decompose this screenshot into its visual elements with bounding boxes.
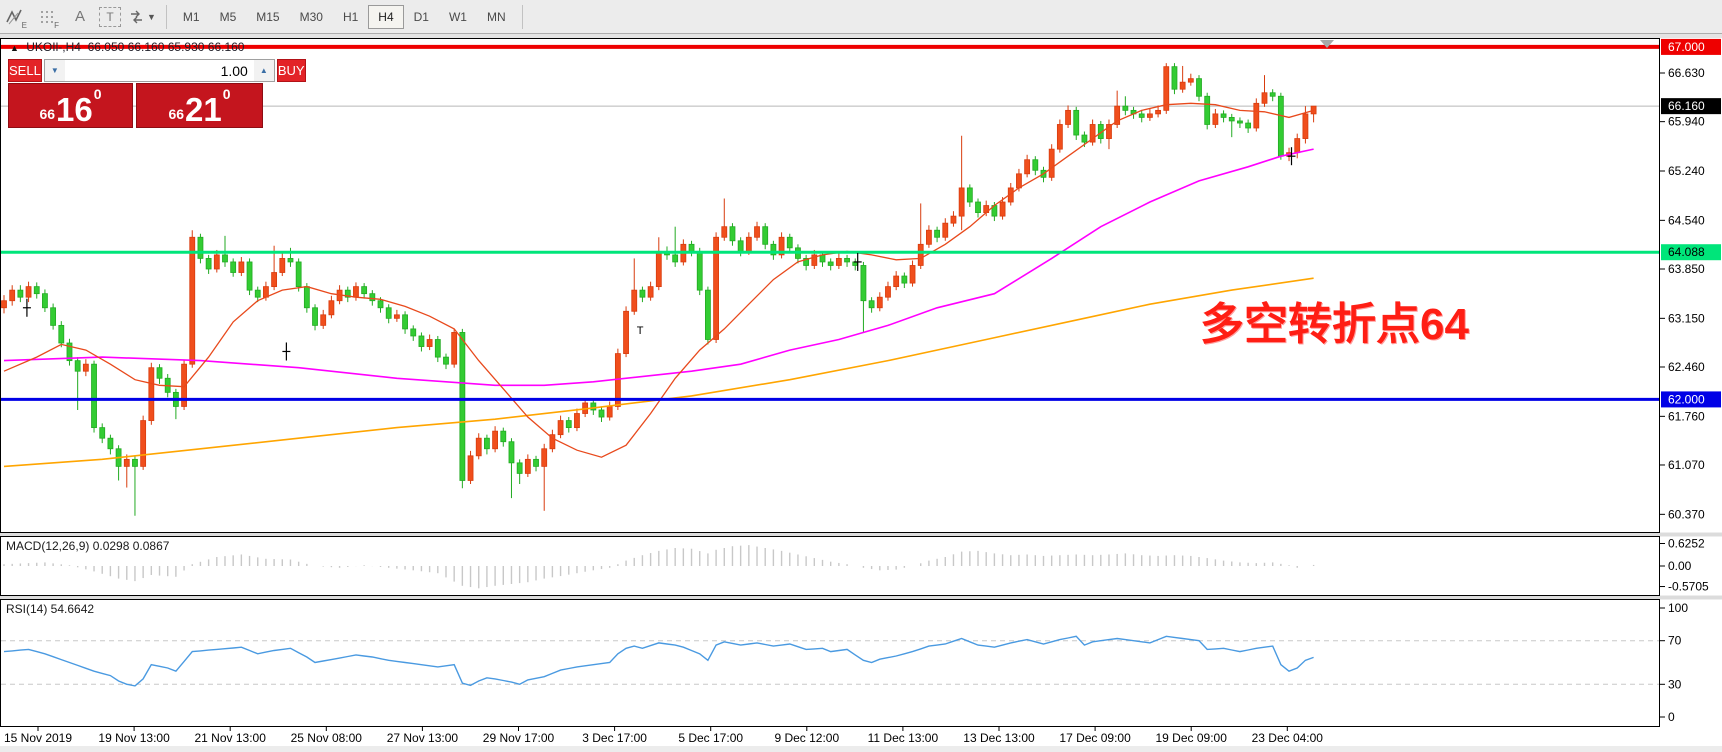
ohlc-high: 66.160	[127, 40, 165, 54]
sell-button[interactable]: SELL	[8, 59, 42, 82]
timeframe-button-W1[interactable]: W1	[448, 9, 467, 24]
svg-text:61.070: 61.070	[1668, 458, 1705, 472]
svg-text:0.00: 0.00	[1668, 559, 1692, 573]
svg-text:17 Dec 09:00: 17 Dec 09:00	[1059, 731, 1131, 745]
ohlc-close: 66.160	[207, 40, 245, 54]
svg-text:64.540: 64.540	[1668, 213, 1705, 227]
ohlc-low: 65.930	[167, 40, 205, 54]
svg-text:64.088: 64.088	[1668, 245, 1705, 259]
svg-text:62.000: 62.000	[1668, 392, 1705, 406]
label-a-icon[interactable]: A	[74, 8, 85, 25]
svg-text:23 Dec 04:00: 23 Dec 04:00	[1252, 731, 1324, 745]
svg-text:30: 30	[1668, 677, 1682, 691]
svg-text:63.150: 63.150	[1668, 311, 1705, 325]
rsi-label: RSI(14) 54.6642	[6, 602, 95, 616]
volume-input[interactable]	[64, 60, 254, 81]
svg-text:-0.5705: -0.5705	[1668, 580, 1709, 594]
timeframe-button-M15[interactable]: M15	[256, 9, 280, 24]
svg-text:62.460: 62.460	[1668, 360, 1705, 374]
svg-text:100: 100	[1668, 601, 1688, 615]
symbol-triangle-icon: ▲	[10, 43, 19, 53]
timeframe-button-M30[interactable]: M30	[299, 9, 323, 24]
svg-text:67.000: 67.000	[1668, 40, 1705, 54]
svg-text:66.630: 66.630	[1668, 66, 1705, 80]
macd-panel	[3, 545, 1315, 589]
rsi-line	[3, 635, 1314, 687]
svg-text:13 Dec 13:00: 13 Dec 13:00	[963, 731, 1035, 745]
svg-text:9 Dec 12:00: 9 Dec 12:00	[774, 731, 839, 745]
svg-text:0.6252: 0.6252	[1668, 536, 1705, 550]
svg-text:5 Dec 17:00: 5 Dec 17:00	[678, 731, 743, 745]
volume-increase-button[interactable]: ▲	[253, 60, 274, 81]
indicators-icon[interactable]: E	[3, 4, 29, 30]
ohlc-open: 66.050	[87, 40, 125, 54]
svg-text:65.940: 65.940	[1668, 115, 1705, 129]
arrange-arrows-icon[interactable]: ▼	[127, 4, 157, 30]
toolbar: E F A T ▼ M1 M5 M15 M30 H1 H4 D1 W1 MN	[0, 0, 1722, 34]
svg-text:63.850: 63.850	[1668, 262, 1705, 276]
svg-text:0: 0	[1668, 710, 1675, 724]
svg-text:T: T	[637, 325, 644, 337]
svg-text:66.160: 66.160	[1668, 99, 1705, 113]
timeframe-button-M1[interactable]: M1	[182, 9, 200, 24]
buy-price-box[interactable]: 66 21 0	[136, 83, 263, 128]
svg-text:29 Nov 17:00: 29 Nov 17:00	[483, 731, 555, 745]
objects-grid-icon[interactable]: F	[35, 4, 61, 30]
toolbar-separator	[521, 4, 523, 29]
toolbar-separator	[165, 4, 167, 29]
timeframe-button-M5[interactable]: M5	[219, 9, 237, 24]
buy-button[interactable]: BUY	[276, 59, 306, 82]
timeframe-button-H4[interactable]: H4	[368, 4, 404, 29]
one-click-trade-panel: SELL ▼ ▲ BUY 66 16 0 66 21 0	[8, 59, 306, 128]
sell-price-box[interactable]: 66 16 0	[8, 83, 133, 128]
volume-decrease-button[interactable]: ▼	[44, 60, 65, 81]
svg-text:25 Nov 08:00: 25 Nov 08:00	[291, 731, 363, 745]
macd-label: MACD(12,26,9) 0.0298 0.0867	[6, 539, 170, 553]
chart-annotation: 多空转折点64	[1200, 300, 1469, 349]
svg-text:61.760: 61.760	[1668, 409, 1705, 423]
svg-text:19 Nov 13:00: 19 Nov 13:00	[98, 731, 170, 745]
svg-text:19 Dec 09:00: 19 Dec 09:00	[1156, 731, 1228, 745]
dropdown-caret-icon[interactable]: ▼	[147, 11, 156, 22]
svg-text:11 Dec 13:00: 11 Dec 13:00	[868, 731, 939, 745]
timeframe-button-D1[interactable]: D1	[413, 9, 429, 24]
timeframe-group: M1 M5 M15 M30 H1 H4 D1 W1 MN	[173, 4, 516, 29]
volume-spinner: ▼ ▲	[43, 59, 275, 82]
chart-shift-marker	[1320, 40, 1334, 48]
svg-text:65.240: 65.240	[1668, 164, 1705, 178]
symbol-period: UKOIl-,H4	[26, 40, 81, 54]
text-box-icon[interactable]: T	[99, 6, 121, 27]
candlestick-series	[1, 63, 1317, 516]
svg-text:60.370: 60.370	[1668, 507, 1705, 521]
svg-text:15 Nov 2019: 15 Nov 2019	[4, 731, 72, 745]
svg-text:3 Dec 17:00: 3 Dec 17:00	[582, 731, 647, 745]
svg-text:70: 70	[1668, 634, 1682, 648]
timeframe-button-H1[interactable]: H1	[342, 9, 359, 24]
svg-text:21 Nov 13:00: 21 Nov 13:00	[195, 731, 267, 745]
svg-text:27 Nov 13:00: 27 Nov 13:00	[387, 731, 459, 745]
timeframe-button-MN[interactable]: MN	[486, 9, 506, 24]
chart-ohlc-header: ▲ UKOIl-,H4 66.050 66.160 65.930 66.160	[10, 40, 244, 54]
